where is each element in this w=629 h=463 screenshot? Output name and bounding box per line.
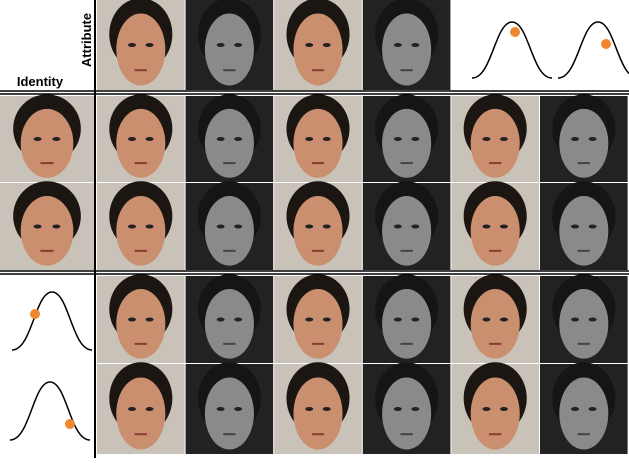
face xyxy=(21,196,74,266)
attribute-label: Attribute xyxy=(79,13,94,67)
eye xyxy=(589,407,597,411)
eye xyxy=(234,43,242,47)
eye xyxy=(482,318,490,322)
eye xyxy=(234,137,242,141)
dot xyxy=(65,419,75,429)
eye xyxy=(217,407,225,411)
eye xyxy=(411,43,419,47)
eye xyxy=(394,407,402,411)
face xyxy=(116,289,165,359)
dot xyxy=(30,309,40,319)
eye xyxy=(394,225,402,229)
eye xyxy=(394,43,402,47)
face xyxy=(382,289,431,359)
eye xyxy=(323,43,331,47)
face xyxy=(205,14,254,86)
face xyxy=(471,289,520,359)
face xyxy=(205,196,254,266)
face xyxy=(471,378,520,450)
eye xyxy=(34,137,42,141)
face xyxy=(21,109,74,178)
eye xyxy=(589,225,597,229)
face xyxy=(293,14,342,86)
eye xyxy=(146,137,154,141)
face xyxy=(116,14,165,86)
eye xyxy=(128,318,136,322)
eye xyxy=(482,407,490,411)
figure: Identity Attribute xyxy=(0,0,629,458)
face xyxy=(559,289,608,359)
eye xyxy=(128,225,136,229)
eye xyxy=(217,225,225,229)
face xyxy=(205,109,254,178)
eye xyxy=(305,318,313,322)
eye xyxy=(394,137,402,141)
eye xyxy=(217,318,225,322)
face xyxy=(471,109,520,178)
eye xyxy=(571,318,579,322)
face xyxy=(559,196,608,266)
eye xyxy=(34,225,42,229)
eye xyxy=(323,407,331,411)
eye xyxy=(323,225,331,229)
eye xyxy=(589,318,597,322)
eye xyxy=(146,225,154,229)
face xyxy=(293,378,342,450)
eye xyxy=(128,137,136,141)
face xyxy=(116,196,165,266)
eye xyxy=(500,225,508,229)
face xyxy=(205,378,254,450)
eye xyxy=(128,43,136,47)
face xyxy=(382,14,431,86)
face xyxy=(205,289,254,359)
eye xyxy=(571,225,579,229)
face xyxy=(116,378,165,450)
eye xyxy=(305,43,313,47)
eye xyxy=(305,137,313,141)
face xyxy=(293,109,342,178)
face xyxy=(559,109,608,178)
eye xyxy=(500,318,508,322)
eye xyxy=(323,318,331,322)
eye xyxy=(146,43,154,47)
eye xyxy=(234,407,242,411)
eye xyxy=(589,137,597,141)
eye xyxy=(234,318,242,322)
eye xyxy=(411,137,419,141)
eye xyxy=(500,137,508,141)
dot xyxy=(510,27,520,37)
dot xyxy=(601,39,611,49)
eye xyxy=(482,225,490,229)
eye xyxy=(305,225,313,229)
eye xyxy=(146,318,154,322)
eye xyxy=(411,225,419,229)
eye xyxy=(217,43,225,47)
face xyxy=(382,196,431,266)
eye xyxy=(146,407,154,411)
face xyxy=(293,289,342,359)
eye xyxy=(323,137,331,141)
face xyxy=(382,378,431,450)
eye xyxy=(217,137,225,141)
eye xyxy=(571,137,579,141)
eye xyxy=(305,407,313,411)
eye xyxy=(128,407,136,411)
eye xyxy=(394,318,402,322)
eye xyxy=(411,407,419,411)
eye xyxy=(52,137,60,141)
eye xyxy=(500,407,508,411)
eye xyxy=(234,225,242,229)
eye xyxy=(571,407,579,411)
eye xyxy=(52,225,60,229)
face xyxy=(116,109,165,178)
face xyxy=(293,196,342,266)
eye xyxy=(411,318,419,322)
face xyxy=(559,378,608,450)
face xyxy=(471,196,520,266)
eye xyxy=(482,137,490,141)
identity-label: Identity xyxy=(17,74,64,89)
face xyxy=(382,109,431,178)
